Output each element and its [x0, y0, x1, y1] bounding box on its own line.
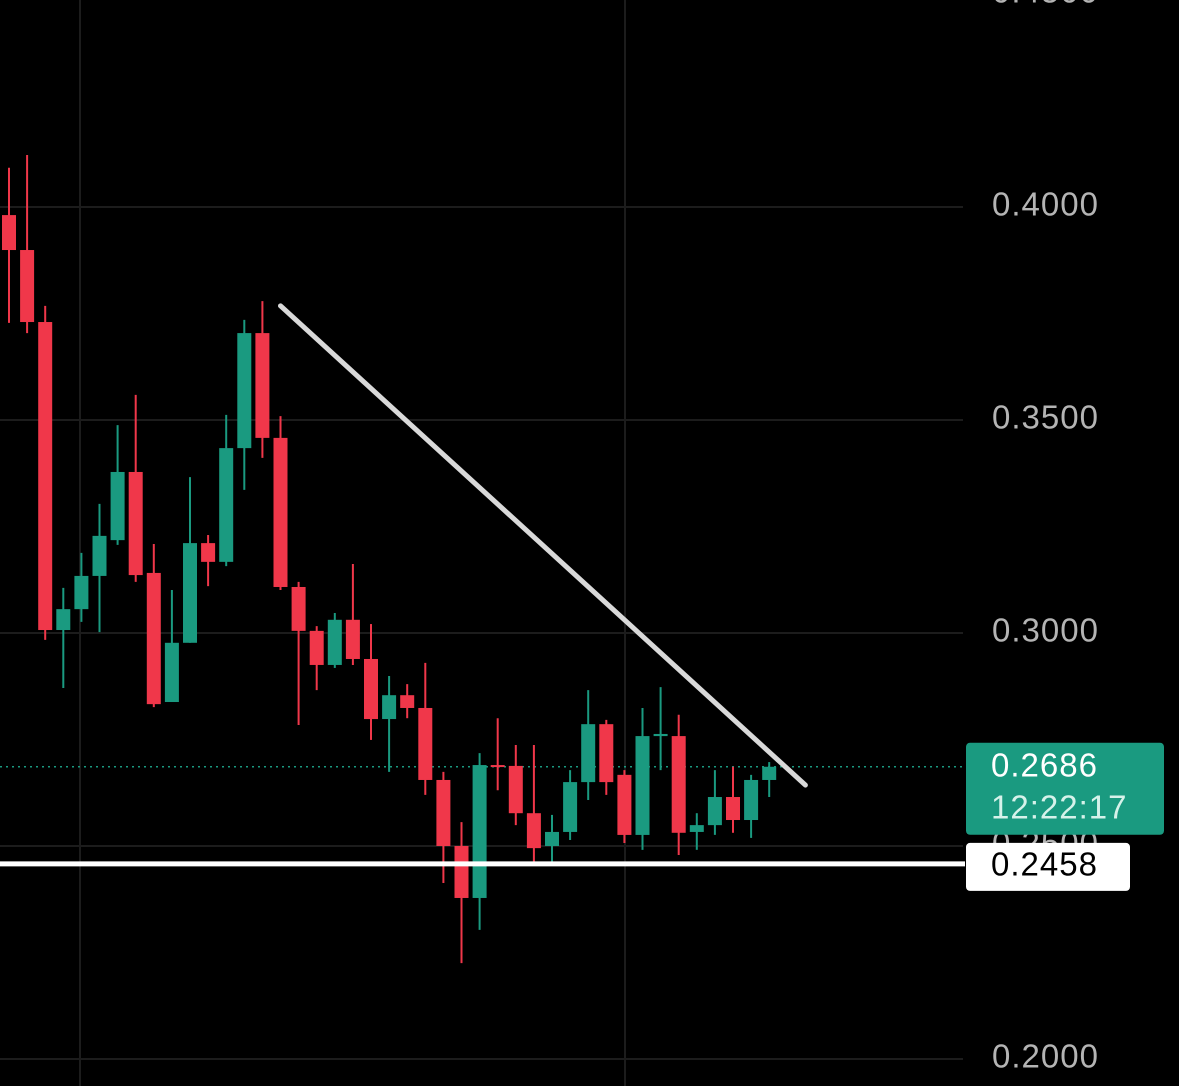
last-price-label: 0.2686 — [991, 746, 1098, 783]
candle-body — [563, 782, 578, 832]
candle-body — [74, 575, 89, 610]
candle-body — [327, 619, 342, 665]
candle-body — [309, 630, 324, 665]
y-tick-label: 0.4500 — [992, 0, 1099, 10]
candle-body — [345, 619, 360, 659]
candle-body — [599, 724, 614, 783]
candle-body — [128, 471, 143, 576]
candle-body — [490, 765, 505, 768]
y-tick-label: 0.3500 — [992, 399, 1099, 436]
candle-body — [689, 825, 704, 832]
candle-body — [707, 797, 722, 826]
candle-body — [20, 250, 35, 323]
candle-body — [255, 333, 270, 438]
last-price-box — [966, 742, 1164, 835]
candle-body — [436, 779, 451, 847]
candle-body — [382, 695, 397, 720]
candle-body — [110, 471, 125, 541]
trendline — [278, 303, 808, 788]
candle-body — [201, 543, 216, 562]
candle-body — [472, 765, 487, 898]
candle-body — [2, 215, 16, 251]
candle-body — [545, 831, 559, 847]
support-box — [966, 842, 1130, 891]
candle-body — [617, 774, 632, 835]
candle-body — [92, 535, 107, 576]
candle-body — [508, 765, 523, 814]
candle-body — [273, 437, 288, 587]
candle-body — [726, 797, 740, 821]
candle-body — [237, 333, 252, 449]
candle-body — [671, 736, 686, 833]
candle-body — [364, 658, 378, 720]
candle-body — [164, 642, 179, 703]
candle-body — [146, 572, 161, 705]
support-label: 0.2458 — [991, 846, 1098, 883]
y-tick-label: 0.3000 — [992, 612, 1099, 649]
candle-body — [291, 586, 306, 631]
candle-body — [581, 724, 596, 783]
candle-body — [418, 707, 433, 780]
candle-body — [400, 695, 415, 708]
countdown-label: 12:22:17 — [991, 788, 1127, 825]
candle-body — [526, 813, 541, 849]
y-tick-label: 0.2000 — [992, 1038, 1099, 1075]
candle-body — [56, 609, 71, 631]
candle-body — [653, 733, 668, 737]
candle-body — [635, 736, 650, 835]
candle-body — [762, 766, 777, 780]
candle-body — [219, 448, 234, 562]
candle-body — [744, 779, 759, 821]
candle-body — [454, 846, 469, 898]
candle-body — [38, 322, 53, 631]
y-tick-label: 0.4000 — [992, 186, 1099, 223]
candle-body — [183, 543, 197, 643]
